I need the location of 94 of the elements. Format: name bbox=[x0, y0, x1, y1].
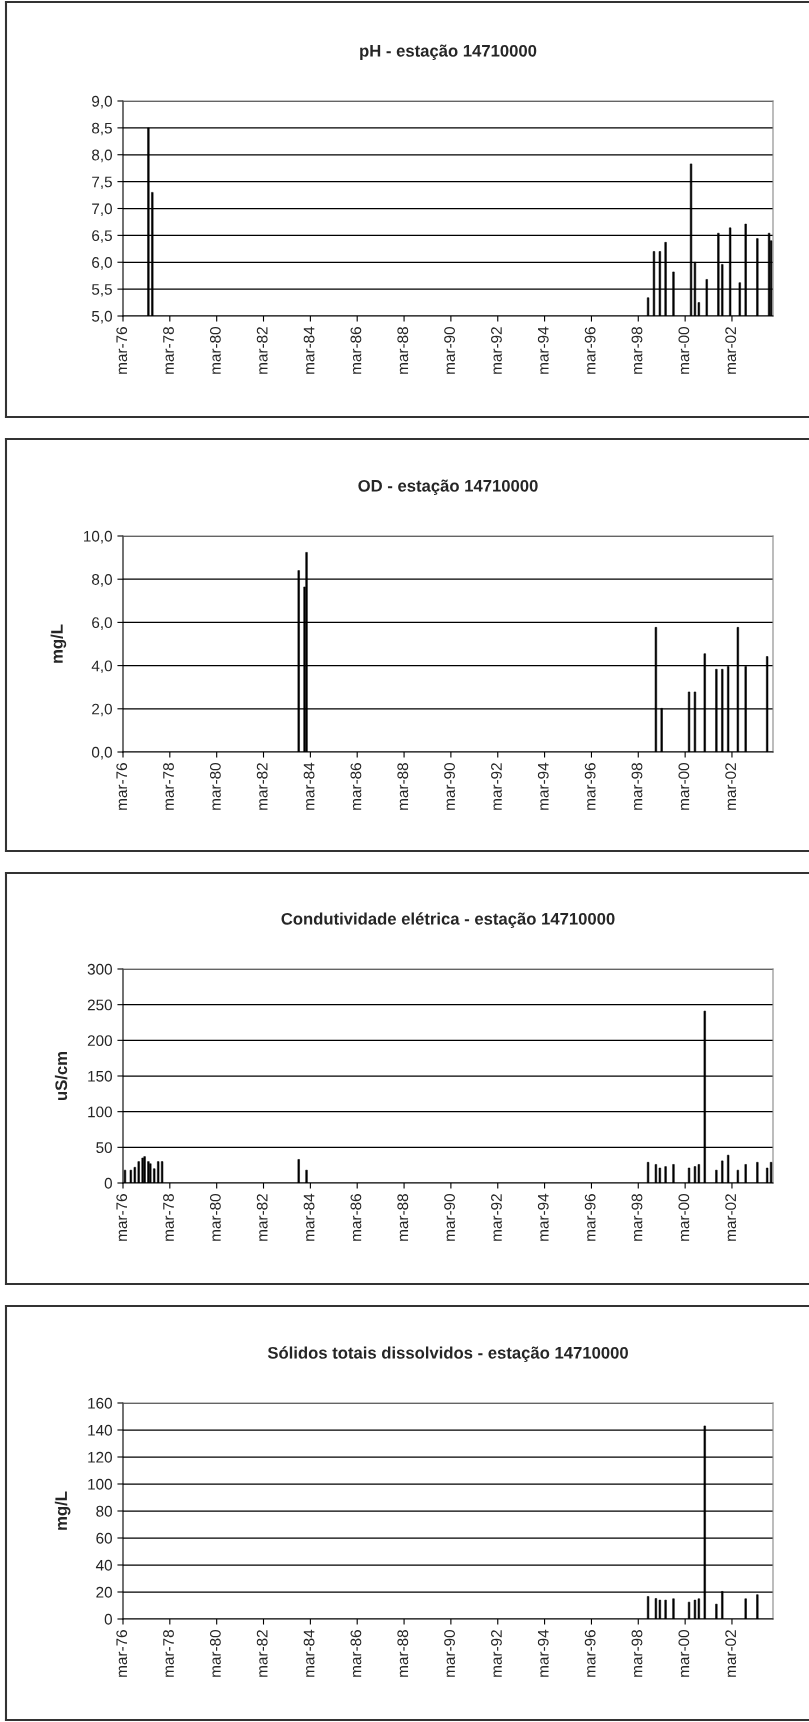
x-tick-label: mar-90 bbox=[444, 327, 455, 374]
x-tick-label: mar-84 bbox=[303, 1629, 315, 1677]
x-tick-label: mar-82 bbox=[256, 327, 268, 374]
x-tick-label: mar-76 bbox=[116, 763, 128, 810]
x-tick-label: mar-02 bbox=[725, 1194, 737, 1241]
x-tick-label: mar-92 bbox=[491, 1194, 502, 1241]
y-tick-label: 5,0 bbox=[91, 310, 112, 324]
x-tick-label: mar-98 bbox=[631, 327, 643, 374]
x-tick-label: mar-86 bbox=[350, 327, 362, 374]
x-tick-label: mar-92 bbox=[491, 327, 502, 374]
x-tick-label: mar-96 bbox=[584, 1194, 596, 1241]
x-tick-label: mar-98 bbox=[631, 763, 643, 810]
x-tick-label: mar-94 bbox=[537, 762, 549, 810]
y-tick-label: 0,0 bbox=[91, 746, 112, 760]
y-tick-label: 40 bbox=[95, 1559, 112, 1571]
x-tick-label: mar-88 bbox=[397, 1630, 409, 1677]
y-tick-label: 2,0 bbox=[92, 703, 112, 717]
x-tick-label: mar-94 bbox=[537, 1629, 549, 1677]
x-tick-label: mar-88 bbox=[397, 327, 409, 374]
y-tick-label: 8,0 bbox=[92, 574, 112, 587]
y-tick-label: 150 bbox=[88, 1070, 112, 1082]
y-tick-label: 4,0 bbox=[91, 660, 112, 674]
y-tick-label: 100 bbox=[88, 1106, 112, 1118]
y-axis-title: mg/L bbox=[54, 1491, 71, 1530]
y-axis-title: uS/cm bbox=[54, 1052, 68, 1100]
y-tick-label: 250 bbox=[87, 999, 112, 1011]
x-tick-label: mar-02 bbox=[725, 327, 737, 374]
x-tick-label: mar-78 bbox=[163, 1630, 174, 1677]
x-tick-label: mar-78 bbox=[163, 1194, 174, 1241]
x-tick-label: mar-94 bbox=[537, 1193, 549, 1241]
x-tick-label: mar-00 bbox=[678, 1194, 690, 1241]
x-tick-label: mar-80 bbox=[209, 1630, 221, 1677]
x-tick-label: mar-80 bbox=[209, 763, 221, 810]
x-tick-label: mar-84 bbox=[303, 326, 315, 374]
chart-title: Condutividade elétrica - estação 14710000 bbox=[281, 912, 615, 929]
y-tick-label: 0 bbox=[104, 1177, 112, 1189]
y-tick-label: 7,5 bbox=[92, 176, 112, 190]
x-tick-label: mar-02 bbox=[725, 763, 737, 810]
x-tick-label: mar-92 bbox=[491, 1630, 502, 1677]
x-tick-label: mar-82 bbox=[256, 1630, 268, 1677]
x-tick-label: mar-86 bbox=[350, 763, 362, 810]
x-tick-label: mar-98 bbox=[631, 1630, 643, 1677]
y-tick-label: 7,0 bbox=[92, 203, 112, 216]
x-tick-label: mar-00 bbox=[678, 327, 690, 374]
y-tick-label: 120 bbox=[88, 1451, 112, 1463]
x-tick-label: mar-78 bbox=[163, 327, 174, 374]
x-tick-label: mar-78 bbox=[163, 763, 174, 810]
x-tick-label: mar-82 bbox=[256, 1194, 268, 1241]
x-tick-label: mar-82 bbox=[256, 763, 268, 810]
x-tick-label: mar-76 bbox=[116, 1194, 128, 1241]
x-tick-label: mar-96 bbox=[584, 763, 596, 810]
y-tick-label: 6,0 bbox=[92, 617, 112, 630]
x-tick-label: mar-80 bbox=[209, 1194, 221, 1241]
x-tick-label: mar-88 bbox=[397, 1194, 409, 1241]
chart-title: pH - estação 14710000 bbox=[360, 44, 537, 61]
y-tick-label: 20 bbox=[96, 1586, 112, 1598]
y-tick-label: 10,0 bbox=[84, 530, 112, 544]
x-tick-label: mar-84 bbox=[303, 1193, 315, 1241]
x-tick-label: mar-96 bbox=[584, 1630, 596, 1677]
y-tick-label: 8,5 bbox=[92, 122, 112, 136]
x-tick-label: mar-86 bbox=[350, 1194, 362, 1241]
x-tick-label: mar-86 bbox=[350, 1630, 362, 1677]
x-tick-label: mar-00 bbox=[678, 763, 690, 810]
chart-title: OD - estação 14710000 bbox=[358, 479, 538, 496]
y-tick-label: 50 bbox=[96, 1142, 112, 1154]
y-tick-label: 8,0 bbox=[92, 149, 112, 163]
y-tick-label: 100 bbox=[88, 1478, 112, 1490]
x-tick-label: mar-84 bbox=[303, 762, 315, 810]
x-tick-label: mar-00 bbox=[678, 1630, 690, 1677]
y-axis-title: mg/L bbox=[50, 624, 67, 663]
x-tick-label: mar-88 bbox=[397, 763, 409, 810]
y-tick-label: 0 bbox=[104, 1613, 112, 1625]
x-tick-label: mar-02 bbox=[725, 1630, 737, 1677]
x-tick-label: mar-76 bbox=[116, 1630, 128, 1677]
y-tick-label: 60 bbox=[96, 1532, 112, 1544]
x-tick-label: mar-90 bbox=[444, 1630, 455, 1677]
y-tick-label: 300 bbox=[87, 963, 112, 975]
x-tick-label: mar-90 bbox=[444, 763, 455, 810]
y-tick-label: 9,0 bbox=[92, 95, 112, 109]
x-tick-label: mar-80 bbox=[209, 327, 221, 374]
x-tick-label: mar-96 bbox=[584, 327, 596, 374]
y-tick-label: 160 bbox=[88, 1397, 112, 1409]
y-tick-label: 6,5 bbox=[92, 230, 112, 243]
x-tick-label: mar-76 bbox=[116, 327, 128, 374]
y-tick-label: 6,0 bbox=[92, 257, 112, 270]
y-tick-label: 80 bbox=[96, 1505, 112, 1517]
x-tick-label: mar-94 bbox=[537, 326, 549, 374]
x-tick-label: mar-92 bbox=[491, 763, 502, 810]
x-tick-label: mar-90 bbox=[444, 1194, 455, 1241]
chart-title: Sólidos totais dissolvidos - estação 14710000 bbox=[267, 1346, 628, 1363]
y-tick-label: 5,5 bbox=[91, 284, 112, 297]
y-tick-label: 200 bbox=[87, 1035, 112, 1047]
y-tick-label: 140 bbox=[88, 1424, 112, 1436]
x-tick-label: mar-98 bbox=[631, 1194, 643, 1241]
